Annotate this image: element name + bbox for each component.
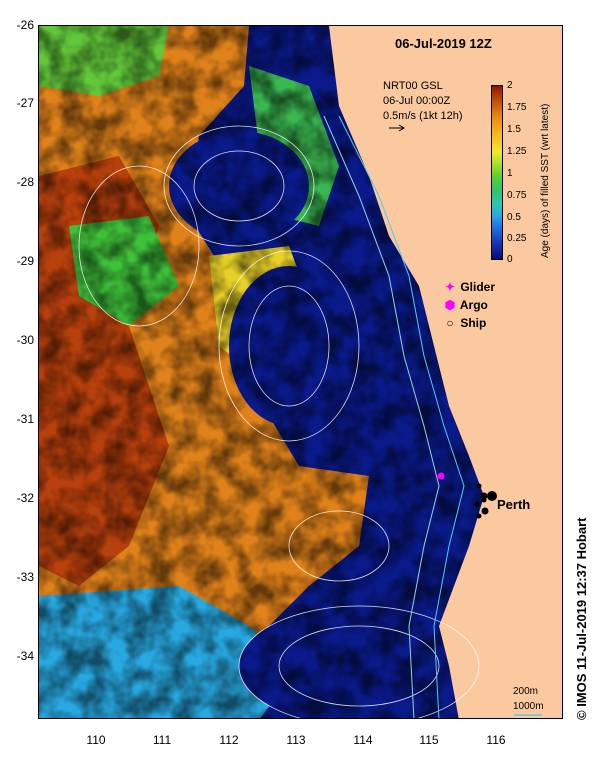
y-tick-label: -26 — [16, 18, 34, 32]
y-tick-label: -29 — [16, 254, 34, 268]
depth-contour-key — [514, 714, 542, 716]
x-tick-label: 115 — [419, 733, 439, 747]
ship-track — [474, 483, 489, 519]
depth-label-200m: 200m — [513, 686, 539, 697]
colorbar-tick: 0 — [507, 254, 513, 265]
land-mass — [329, 26, 562, 718]
credit-text: © IMOS 11-Jul-2019 12:37 Hobart — [574, 517, 589, 721]
legend-product: NRT00 GSL — [383, 80, 443, 92]
legend-glider: ✦ Glider — [443, 280, 495, 294]
legend-date: 06-Jul 00:00Z — [383, 95, 451, 107]
depth-contour-200m — [338, 115, 465, 718]
depth-label-1000m: 1000m — [513, 701, 544, 712]
x-tick-label: 113 — [286, 733, 306, 747]
colorbar-tick: 0.75 — [507, 190, 527, 201]
city-label-perth: Perth — [497, 497, 531, 512]
depth-contour-1000m — [323, 115, 440, 718]
colorbar-tick: 0.5 — [507, 212, 521, 223]
current-contours — [78, 125, 480, 718]
y-tick-label: -34 — [16, 649, 34, 663]
ship-icon: ○ — [446, 316, 454, 330]
glider-icon: ✦ — [444, 280, 456, 294]
x-tick-label: 114 — [353, 733, 373, 747]
x-tick-label: 111 — [152, 733, 172, 747]
legend-argo: ⬢ Argo — [443, 298, 488, 312]
x-tick-label: 110 — [86, 733, 106, 747]
legend-glider-label: Glider — [460, 280, 496, 294]
colorbar-tick: 1.5 — [507, 124, 521, 135]
colorbar-tick: 2 — [507, 80, 513, 91]
arrow-right-icon — [389, 124, 405, 132]
y-tick-label: -28 — [16, 175, 34, 189]
map-area — [38, 25, 563, 719]
legend-scale: 0.5m/s (1kt 12h) — [383, 110, 463, 122]
y-tick-label: -33 — [16, 570, 34, 584]
legend-argo-label: Argo — [459, 298, 488, 312]
y-tick-label: -30 — [16, 333, 34, 347]
colorbar-tick: 1.25 — [507, 146, 527, 157]
legend-ship-label: Ship — [460, 316, 487, 330]
colorbar-tick: 1 — [507, 168, 513, 179]
argo-float-marker — [437, 472, 445, 480]
legend-ship: ○ Ship — [443, 316, 486, 330]
y-tick-label: -32 — [16, 491, 34, 505]
sst-map — [39, 26, 562, 718]
x-tick-label: 116 — [486, 733, 506, 747]
x-tick-label: 112 — [219, 733, 239, 747]
y-tick-label: -31 — [16, 412, 34, 426]
y-tick-label: -27 — [16, 96, 34, 110]
map-title: 06-Jul-2019 12Z — [395, 36, 492, 51]
colorbar — [491, 85, 503, 260]
colorbar-tick: 0.25 — [507, 233, 527, 244]
colorbar-label: Age (days) of filled SST (wrt latest) — [540, 103, 551, 258]
colorbar-tick: 1.75 — [507, 102, 527, 113]
argo-icon: ⬢ — [444, 298, 456, 312]
perth-marker — [487, 491, 497, 501]
